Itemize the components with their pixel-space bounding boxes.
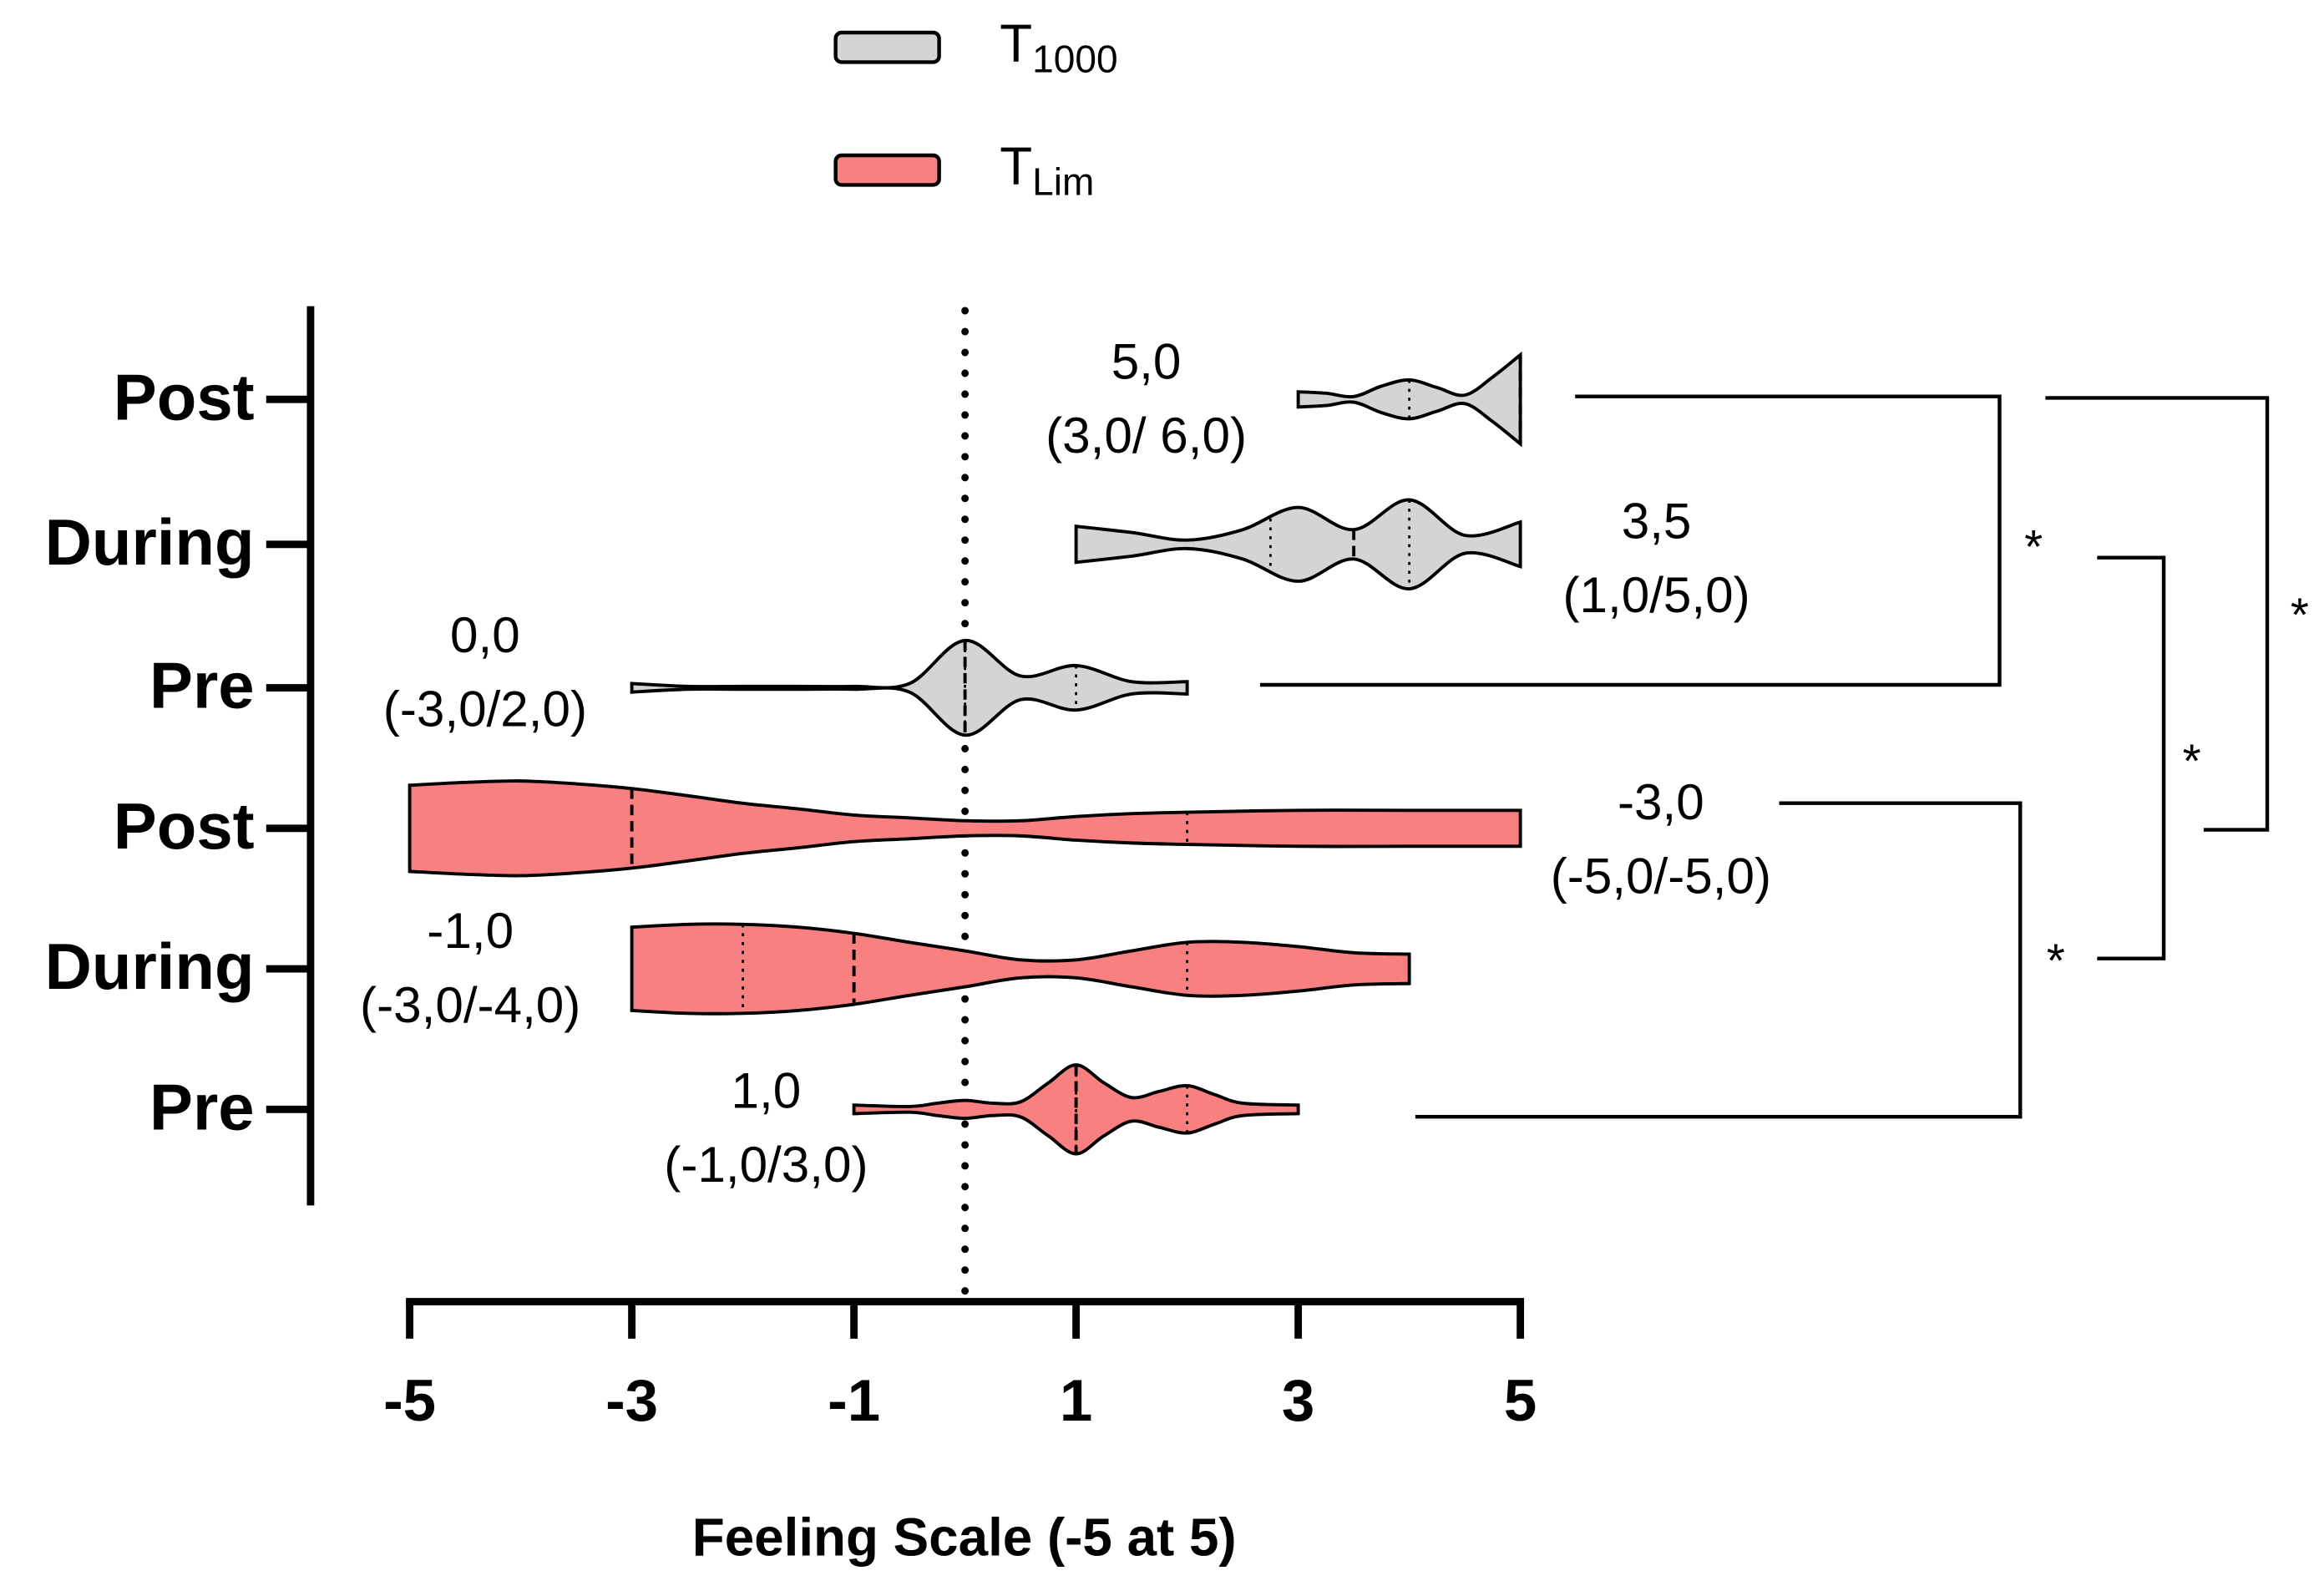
- range-label: (-1,0/3,0): [664, 1136, 868, 1193]
- y-tick-label: Pre: [149, 1070, 255, 1143]
- legend-label: T1000: [1000, 13, 1117, 81]
- legend-swatch: [833, 30, 941, 64]
- x-tick-label: 5: [1504, 1368, 1537, 1434]
- y-tick-label: During: [45, 505, 255, 579]
- x-axis-title: Feeling Scale (-5 at 5): [692, 1507, 1237, 1567]
- x-tick-label: -5: [383, 1368, 436, 1434]
- significance-star: *: [2024, 521, 2043, 574]
- x-tick-label: 1: [1060, 1368, 1092, 1434]
- legend-name: T: [1000, 13, 1032, 73]
- significance-star: *: [2047, 935, 2065, 988]
- y-tick-label: During: [45, 930, 255, 1003]
- median-label: 1,0: [732, 1062, 802, 1119]
- y-tick-label: Post: [114, 789, 255, 863]
- range-label: (-3,0/-4,0): [360, 976, 580, 1033]
- legend-label: TLim: [1000, 136, 1094, 204]
- median-label: 5,0: [1111, 332, 1182, 389]
- range-label: (-3,0/2,0): [383, 681, 587, 737]
- bracket: [1415, 801, 2023, 1119]
- legend-subscript: Lim: [1032, 160, 1094, 204]
- brackets: [1259, 394, 2270, 1119]
- significance-star: *: [2183, 736, 2201, 788]
- legend-name: T: [1000, 136, 1032, 196]
- legend-subscript: 1000: [1032, 38, 1117, 81]
- violin: [630, 922, 1411, 1016]
- median-label: 0,0: [450, 606, 520, 663]
- bracket: [2045, 396, 2270, 832]
- median-label: -1,0: [427, 902, 514, 959]
- median-label: 3,5: [1622, 493, 1692, 550]
- legend-swatch: [833, 153, 941, 187]
- violin: [630, 638, 1189, 737]
- x-tick-label: 3: [1282, 1368, 1314, 1434]
- x-tick-label: -3: [605, 1368, 658, 1434]
- bracket: [2097, 555, 2166, 960]
- range-label: (-5,0/-5,0): [1551, 848, 1771, 904]
- y-tick-label: Post: [114, 360, 255, 433]
- bracket: [1259, 394, 2002, 687]
- violin: [1074, 498, 1522, 590]
- median-label: -3,0: [1618, 773, 1704, 830]
- range-label: (3,0/ 6,0): [1046, 407, 1247, 464]
- y-tick-label: Pre: [149, 649, 255, 722]
- range-label: (1,0/5,0): [1562, 566, 1749, 623]
- violin: [408, 779, 1522, 878]
- significance-star: *: [2291, 589, 2309, 641]
- x-tick-label: -1: [828, 1368, 880, 1434]
